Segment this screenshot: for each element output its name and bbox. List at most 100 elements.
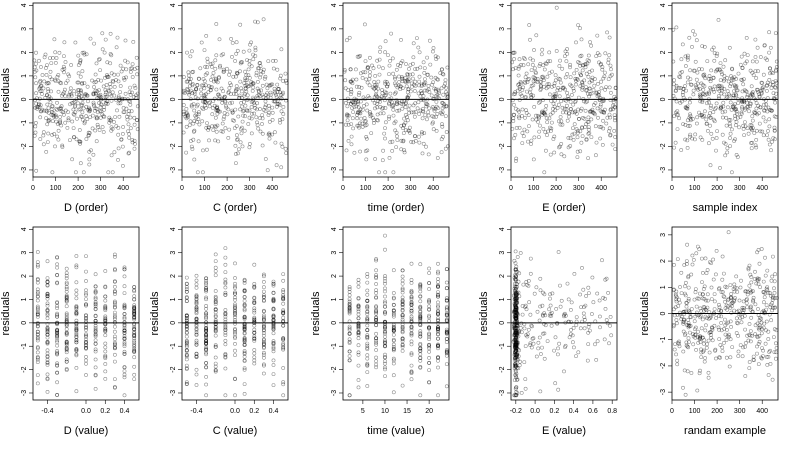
data-point xyxy=(97,128,102,132)
data-point xyxy=(407,130,412,135)
data-point xyxy=(189,104,194,109)
data-point xyxy=(589,91,594,96)
data-point xyxy=(74,304,79,309)
data-point xyxy=(213,302,218,307)
data-point xyxy=(204,341,209,346)
data-point xyxy=(391,303,396,307)
y-tick-label: 0 xyxy=(170,321,177,325)
data-point xyxy=(383,281,387,286)
data-point xyxy=(420,91,425,96)
data-point xyxy=(427,313,432,318)
data-point xyxy=(194,319,199,324)
y-tick-label: 4 xyxy=(21,3,28,7)
data-point xyxy=(194,372,199,377)
data-point xyxy=(207,138,211,143)
data-point xyxy=(191,69,196,74)
data-point xyxy=(67,74,72,79)
data-point xyxy=(113,268,117,273)
data-point xyxy=(571,325,576,330)
data-point xyxy=(699,113,704,118)
data-point xyxy=(275,67,280,72)
data-point xyxy=(541,98,545,103)
data-point xyxy=(400,326,405,331)
data-point xyxy=(108,52,113,56)
data-point xyxy=(258,75,263,80)
data-point xyxy=(347,337,352,342)
data-point xyxy=(113,115,118,120)
y-tick-label: 0 xyxy=(21,321,28,325)
data-point xyxy=(121,66,126,71)
data-point xyxy=(729,324,734,329)
data-point xyxy=(109,71,114,76)
data-point xyxy=(731,77,736,82)
data-point xyxy=(61,92,65,96)
data-point xyxy=(700,44,705,49)
data-point xyxy=(113,317,117,321)
data-point xyxy=(391,328,396,333)
data-point xyxy=(759,91,764,96)
data-point xyxy=(412,114,417,119)
data-point xyxy=(74,292,79,297)
data-point xyxy=(525,80,530,84)
data-point xyxy=(206,125,211,130)
data-point xyxy=(64,293,69,298)
data-point xyxy=(690,262,695,267)
data-point xyxy=(519,390,524,395)
data-point xyxy=(550,120,554,125)
data-point xyxy=(204,328,209,333)
data-point xyxy=(192,89,197,94)
data-point xyxy=(684,280,688,285)
data-point xyxy=(199,91,204,96)
data-point xyxy=(101,114,106,119)
data-point xyxy=(186,73,191,78)
data-point xyxy=(126,151,131,156)
data-point xyxy=(728,124,733,129)
data-point xyxy=(221,117,226,122)
y-tick-label: 4 xyxy=(331,227,338,231)
data-point xyxy=(411,41,416,46)
data-point xyxy=(252,316,257,321)
data-point xyxy=(554,92,559,97)
data-point xyxy=(431,127,436,132)
data-point xyxy=(189,103,194,108)
data-point xyxy=(772,114,777,119)
data-point xyxy=(198,66,203,71)
data-point xyxy=(693,137,697,142)
data-point xyxy=(281,380,286,385)
y-axis-label: residuals xyxy=(149,291,161,336)
data-point xyxy=(203,64,208,69)
data-point xyxy=(589,135,594,140)
data-point xyxy=(80,50,85,55)
data-point xyxy=(383,79,388,84)
data-point xyxy=(680,42,685,47)
data-point xyxy=(252,284,257,289)
data-point xyxy=(691,29,696,34)
data-point xyxy=(252,315,257,320)
data-point xyxy=(261,363,266,368)
data-point xyxy=(114,78,118,82)
data-point xyxy=(400,348,405,353)
data-point xyxy=(423,80,428,85)
data-point xyxy=(72,89,76,94)
data-point xyxy=(53,144,57,149)
data-point xyxy=(122,304,127,309)
data-point xyxy=(374,336,379,341)
data-point xyxy=(746,131,751,136)
data-point xyxy=(754,137,759,142)
data-point xyxy=(544,86,549,91)
data-point xyxy=(526,113,531,118)
data-point xyxy=(383,106,388,110)
y-axis-label: residuals xyxy=(310,291,322,336)
data-point xyxy=(122,340,127,345)
data-point xyxy=(598,104,603,109)
data-point xyxy=(711,257,716,262)
data-point xyxy=(93,72,98,77)
data-point xyxy=(442,84,447,89)
data-point xyxy=(204,325,209,330)
data-point xyxy=(361,104,366,108)
data-point xyxy=(400,106,405,111)
data-point xyxy=(750,90,755,95)
data-point xyxy=(117,114,122,119)
data-point xyxy=(436,344,440,348)
data-point xyxy=(387,116,391,121)
